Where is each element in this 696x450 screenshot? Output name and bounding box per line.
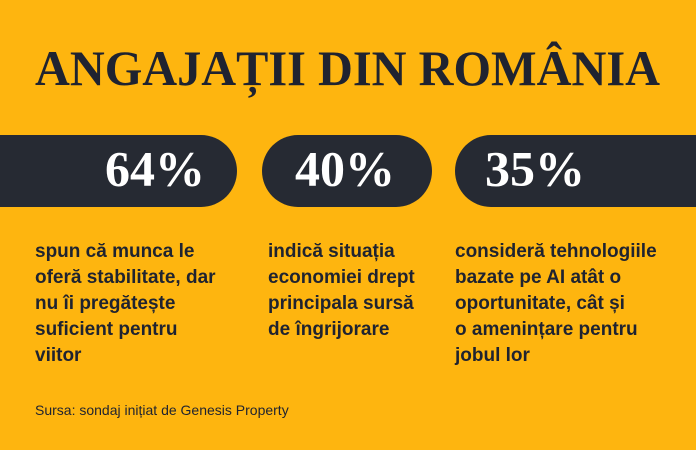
- stat-description: oferă stabilitate, dar: [35, 267, 216, 288]
- stat-description: consideră tehnologiile: [455, 241, 657, 262]
- stat-description: viitor: [35, 345, 82, 366]
- title: ANGAJAȚII DIN ROMÂNIA: [35, 40, 660, 99]
- stat-description: spun că munca le: [35, 241, 194, 262]
- stat-description: nu îi pregătește: [35, 293, 175, 314]
- stat-description: jobul lor: [454, 345, 531, 366]
- stat-value: 64%: [105, 140, 205, 196]
- stat-pill: [262, 135, 432, 207]
- stat-description: principala sursă: [268, 293, 414, 314]
- stats: 64% spun că munca le oferă stabilitate, da…: [35, 140, 657, 366]
- stat-description: o amenințare pentru: [455, 319, 638, 340]
- stat-value: 35%: [485, 140, 585, 196]
- stat-pill: [0, 135, 237, 207]
- stat-pill: [455, 135, 696, 207]
- stat-description: oportunitate, cât și: [455, 293, 625, 314]
- stat-description: indică situația: [268, 241, 395, 262]
- stat-description: de îngrijorare: [268, 319, 389, 340]
- stat-value: 40%: [295, 140, 395, 196]
- stat-description: economiei drept: [268, 267, 415, 288]
- stat-description: bazate pe AI atât o: [455, 267, 621, 288]
- source: Sursa: sondaj inițiat de Genesis Propert…: [35, 402, 289, 418]
- stat-description: suficient pentru: [35, 319, 178, 340]
